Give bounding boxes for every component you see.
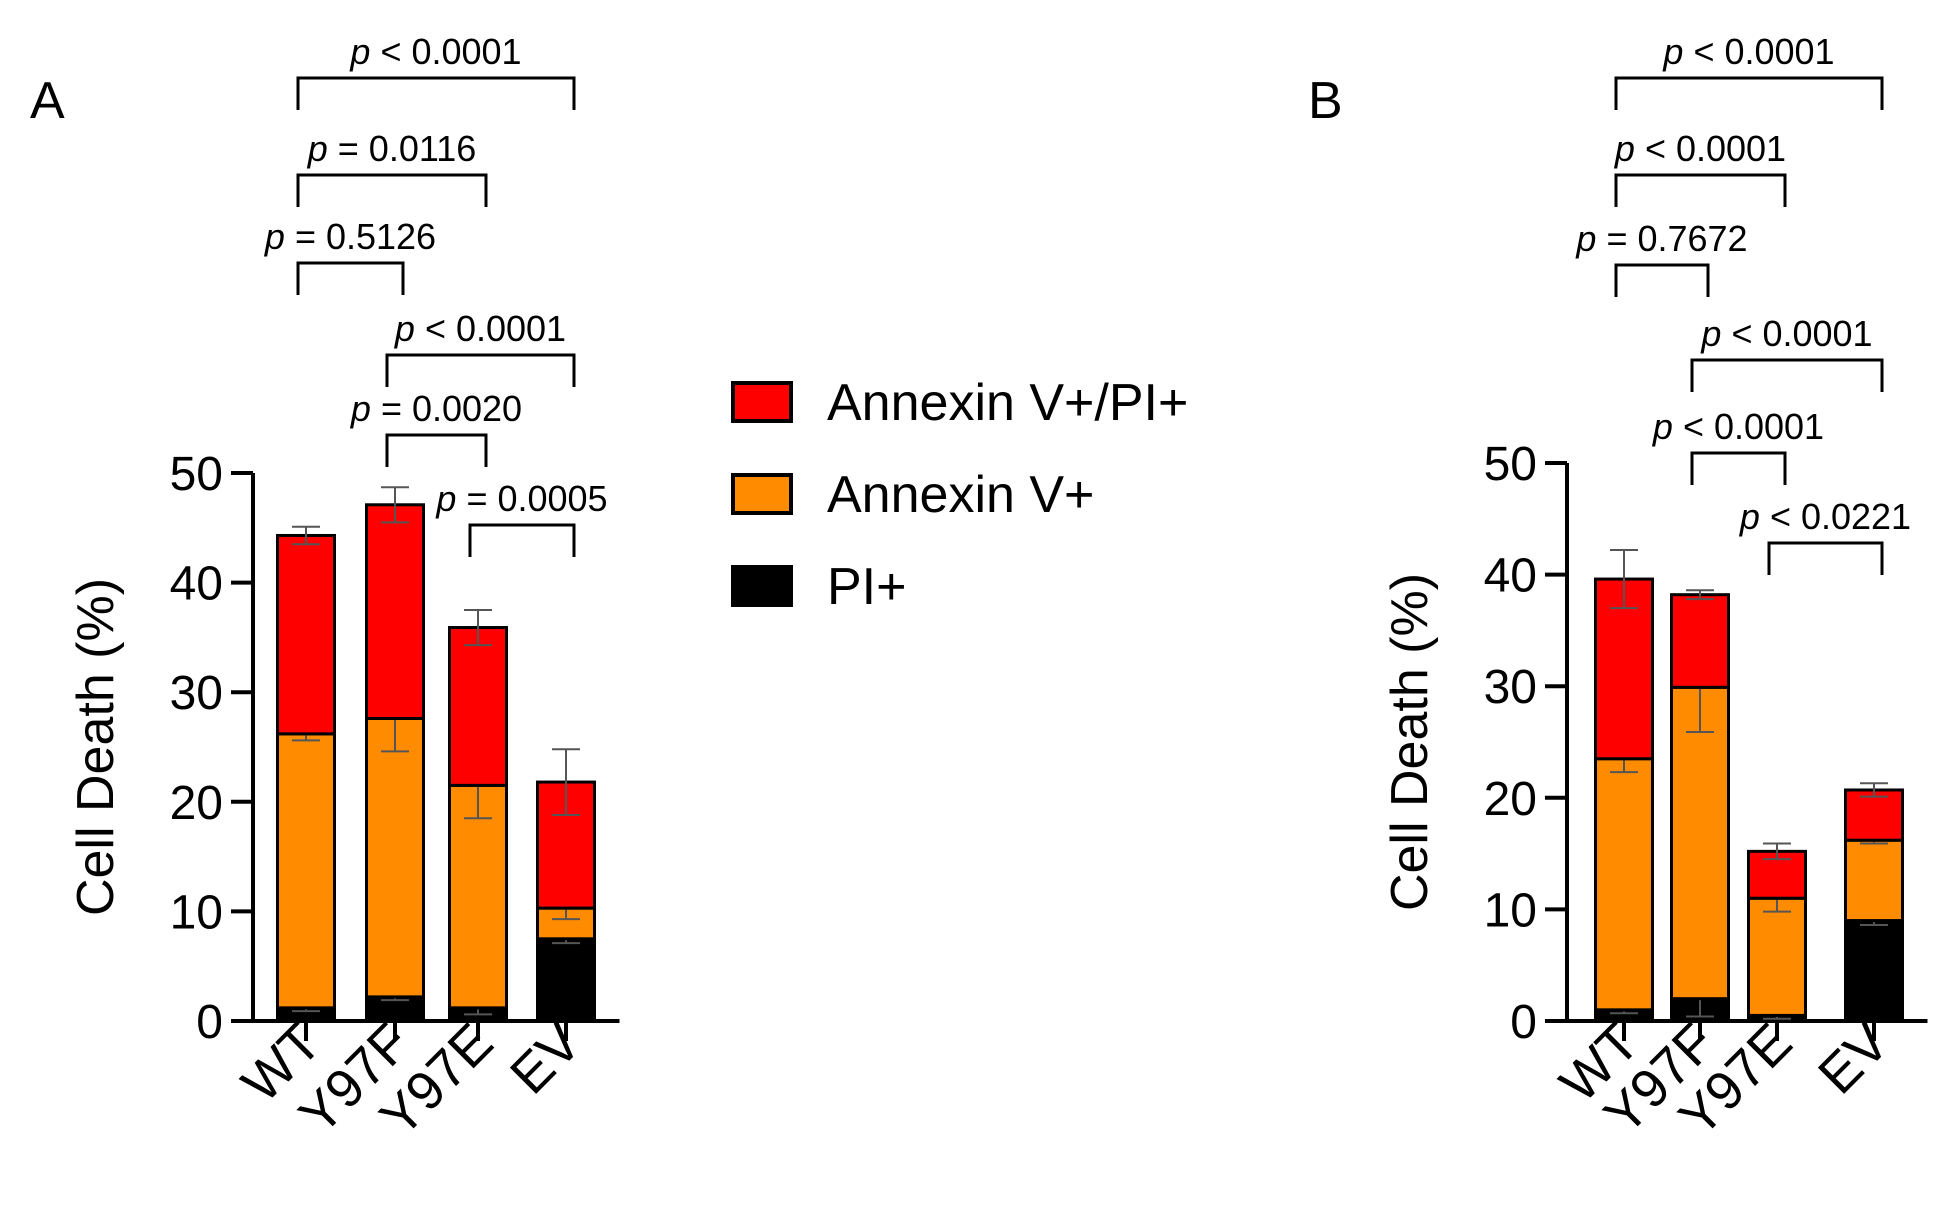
error-bar xyxy=(1610,549,1638,610)
legend-label: Annexin V+/PI+ xyxy=(827,374,1188,432)
y-tick-label: 20 xyxy=(1484,773,1537,826)
legend-label: PI+ xyxy=(827,558,907,616)
y-tick-label: 0 xyxy=(1510,996,1537,1049)
bar-segment-annexin-v xyxy=(1594,757,1654,1012)
panel-letter: B xyxy=(1308,72,1343,130)
p-value-label: p = 0.0020 xyxy=(350,388,522,429)
legend-item: PI+ xyxy=(731,558,907,616)
significance-bracket: p = 0.0020 xyxy=(350,388,522,467)
bar-segment-pi xyxy=(1844,919,1904,1023)
p-value-label: p = 0.7672 xyxy=(1575,218,1747,259)
legend-item: Annexin V+/PI+ xyxy=(731,374,1188,432)
error-bar xyxy=(1763,842,1791,861)
y-tick-label: 20 xyxy=(170,777,223,830)
significance-bracket: p < 0.0001 xyxy=(1614,31,1884,110)
y-tick-label: 40 xyxy=(170,558,223,611)
error-bar xyxy=(464,609,492,647)
y-tick-label: 30 xyxy=(1484,661,1537,714)
bar-segment-annexin-v xyxy=(1844,838,1904,923)
y-axis-title: Cell Death (%) xyxy=(1381,573,1439,911)
bar-segment-annexin-v-pi xyxy=(276,533,336,736)
error-bar xyxy=(552,748,580,816)
significance-bracket: p < 0.0001 xyxy=(1690,313,1884,392)
bar-segment-pi xyxy=(536,937,596,1023)
panel-letter: A xyxy=(30,72,65,130)
bar-segment-annexin-v xyxy=(365,717,425,999)
bar-segment-annexin-v-pi xyxy=(1670,593,1730,689)
p-value-label: p < 0.0001 xyxy=(1662,31,1834,72)
significance-bracket: p < 0.0001 xyxy=(1652,406,1824,485)
bar-segment-annexin-v-pi xyxy=(448,626,508,787)
p-value-label: p < 0.0001 xyxy=(1700,313,1872,354)
error-bar xyxy=(1686,589,1714,601)
significance-bracket: p < 0.0221 xyxy=(1739,496,1911,575)
p-value-label: p = 0.5126 xyxy=(264,216,436,257)
p-value-label: p < 0.0001 xyxy=(1614,128,1786,169)
significance-bracket: p < 0.0001 xyxy=(1614,128,1787,207)
category-label: EV xyxy=(1807,1012,1900,1105)
significance-bracket: p = 0.0005 xyxy=(435,478,608,557)
significance-bracket: p = 0.0116 xyxy=(296,128,488,207)
y-tick-label: 0 xyxy=(196,996,223,1049)
bar-segment-annexin-v xyxy=(1670,685,1730,1001)
y-tick-label: 50 xyxy=(170,448,223,501)
bar-segment-annexin-v-pi xyxy=(365,503,425,721)
legend-swatch xyxy=(731,565,793,607)
p-value-label: p < 0.0001 xyxy=(1652,406,1824,447)
y-tick-label: 50 xyxy=(1484,438,1537,491)
y-tick-label: 10 xyxy=(170,886,223,939)
significance-bracket: p = 0.5126 xyxy=(264,216,436,295)
significance-bracket: p < 0.0001 xyxy=(296,31,576,110)
legend: Annexin V+/PI+ Annexin V+ PI+ xyxy=(731,374,1188,616)
significance-bracket: p < 0.0001 xyxy=(385,308,576,387)
error-bar xyxy=(1860,782,1888,798)
p-value-label: p < 0.0001 xyxy=(394,308,566,349)
y-axis-title: Cell Death (%) xyxy=(67,578,125,916)
error-bar xyxy=(381,486,409,524)
legend-swatch xyxy=(731,381,793,423)
bar-segment-annexin-v xyxy=(1747,896,1807,1017)
y-tick-label: 40 xyxy=(1484,550,1537,603)
p-value-label: p < 0.0221 xyxy=(1739,496,1911,537)
category-label: EV xyxy=(499,1012,592,1105)
error-bar xyxy=(292,525,320,546)
y-tick-label: 30 xyxy=(170,667,223,720)
legend-swatch xyxy=(731,473,793,515)
p-value-label: p = 0.0005 xyxy=(435,478,607,519)
legend-label: Annexin V+ xyxy=(827,466,1094,524)
legend-item: Annexin V+ xyxy=(731,466,1094,524)
significance-bracket: p = 0.7672 xyxy=(1575,218,1748,297)
p-value-label: p < 0.0001 xyxy=(349,31,521,72)
y-tick-label: 10 xyxy=(1484,884,1537,937)
bar-segment-annexin-v xyxy=(276,732,336,1010)
p-value-label: p = 0.0116 xyxy=(307,128,477,169)
